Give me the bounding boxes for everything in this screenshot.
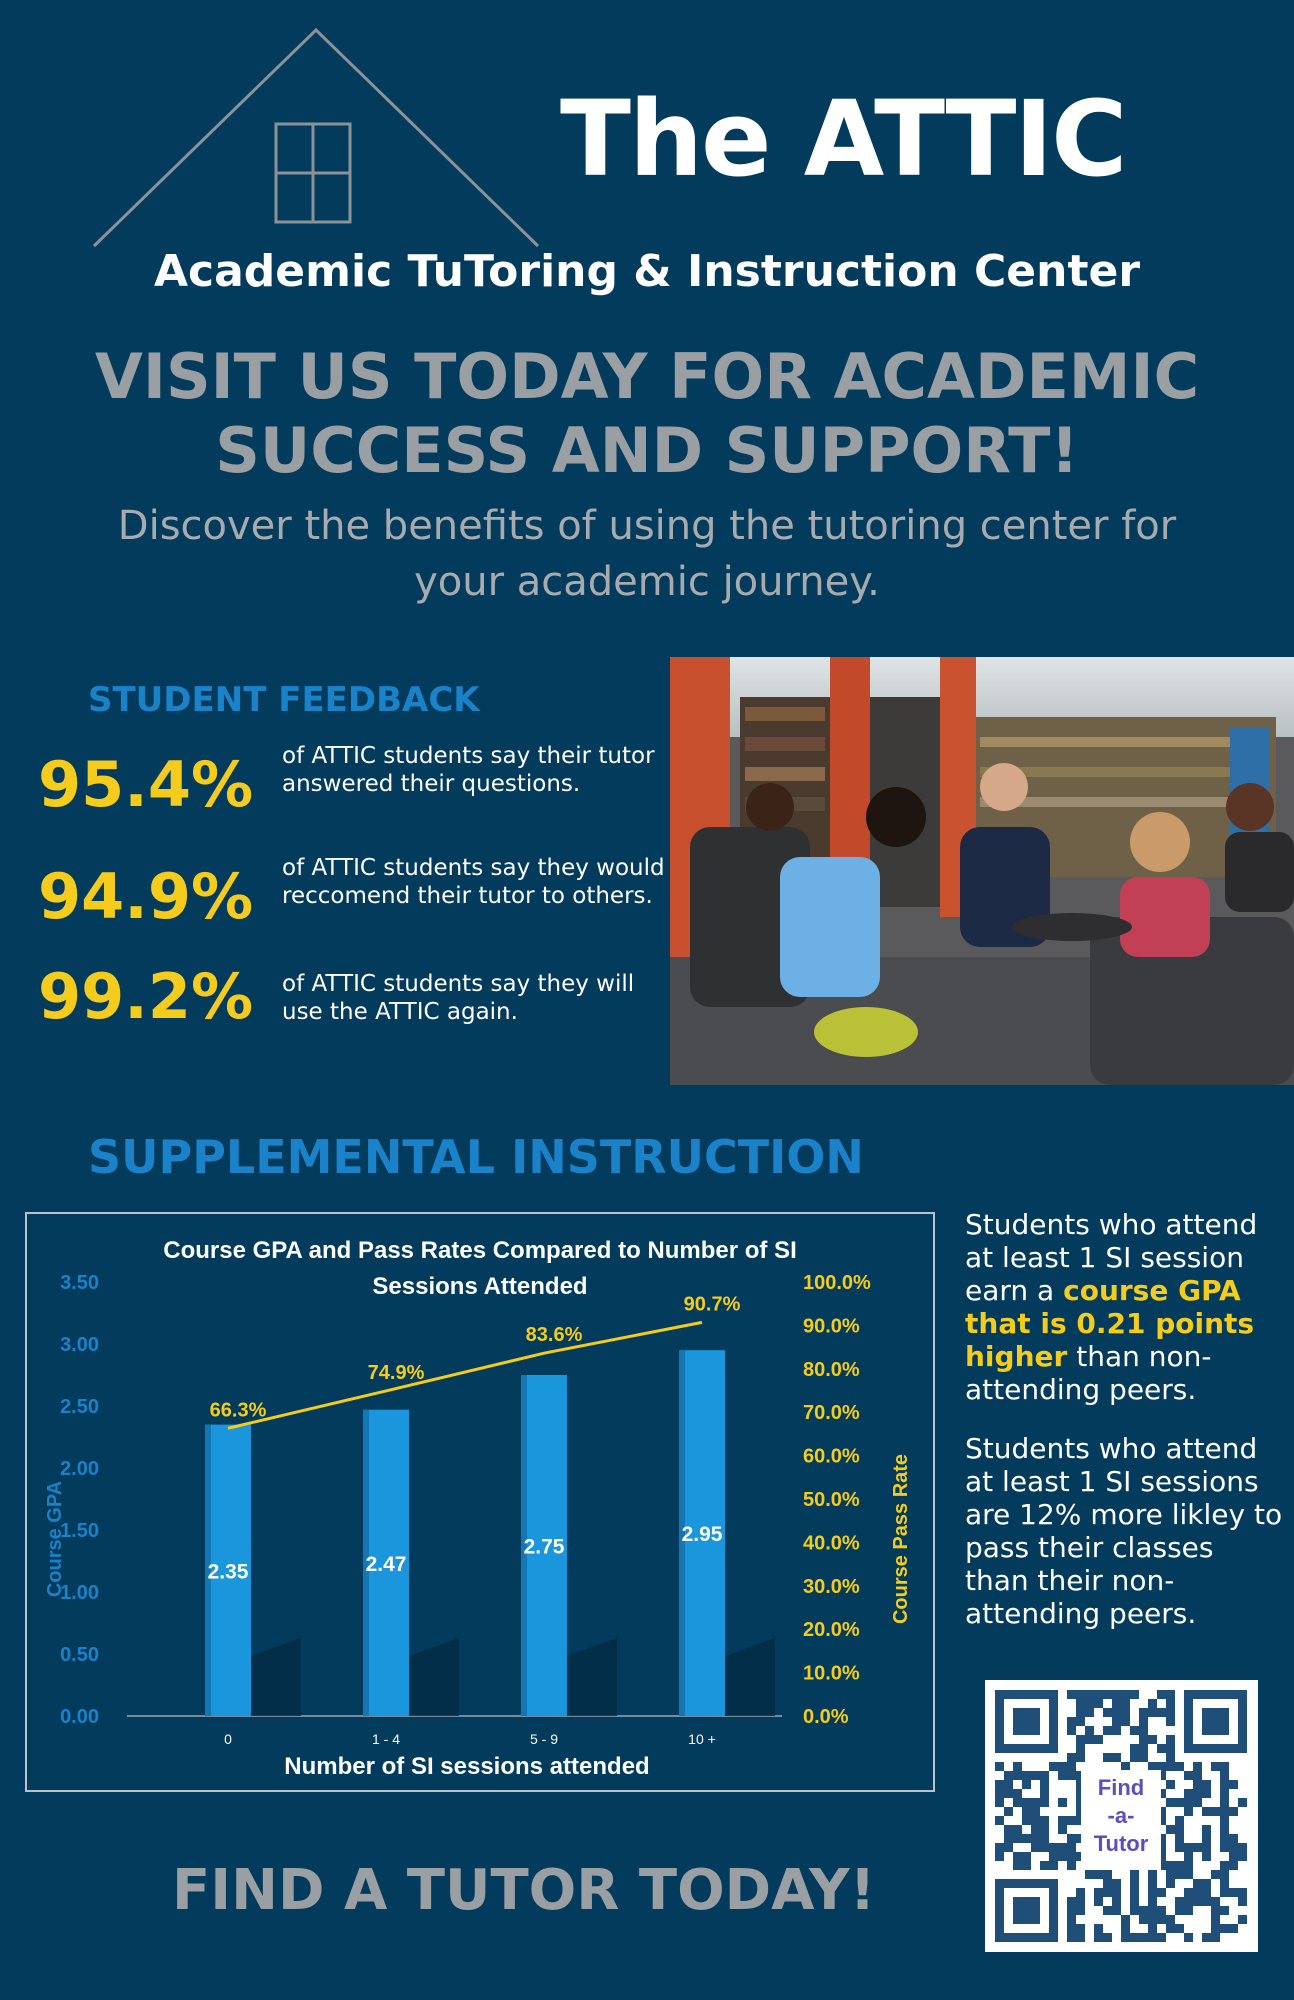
- bar: [679, 1350, 725, 1716]
- y2-axis-label: Course Pass Rate: [890, 1454, 912, 1624]
- find-tutor-cta: FIND A TUTOR TODAY!: [172, 1858, 876, 1923]
- feedback-percent: 95.4%: [38, 748, 254, 821]
- bar-data-label: 2.75: [524, 1536, 565, 1559]
- y-axis-label: Course GPA: [44, 1481, 66, 1597]
- student-feedback-title: STUDENT FEEDBACK: [88, 680, 480, 720]
- y-tick-label: 2.00: [60, 1458, 99, 1480]
- bar-edge: [205, 1424, 211, 1716]
- si-description: Students who attend at least 1 SI sessio…: [965, 1208, 1285, 1656]
- x-tick-label: 10 +: [688, 1731, 716, 1747]
- y-tick-label: 2.50: [60, 1396, 99, 1418]
- chart-title: Course GPA and Pass Rates Compared to Nu…: [163, 1237, 796, 1264]
- feedback-stat: 95.4% of ATTIC students say their tutor …: [38, 730, 658, 840]
- y2-tick-label: 50.0%: [803, 1489, 860, 1511]
- feedback-percent: 94.9%: [38, 860, 254, 933]
- y2-tick-label: 30.0%: [803, 1576, 860, 1598]
- bar-shadow: [409, 1638, 459, 1716]
- qr-label-line: -a-: [1107, 1803, 1135, 1828]
- si-highlight: course GPA that is 0.21 points higher: [965, 1274, 1255, 1373]
- si-chart: Course GPA and Pass Rates Compared to Nu…: [25, 1212, 935, 1792]
- students-library-photo: [670, 657, 1294, 1085]
- bar-shadow: [567, 1638, 617, 1716]
- si-pass-statement: Students who attend at least 1 SI sessio…: [965, 1432, 1283, 1630]
- y2-tick-label: 70.0%: [803, 1402, 860, 1424]
- intro-text: Discover the benefits of using the tutor…: [117, 503, 1177, 605]
- feedback-percent: 99.2%: [38, 960, 254, 1033]
- si-text-part: than non-attending peers.: [965, 1340, 1212, 1406]
- feedback-stat: 99.2% of ATTIC students say they will us…: [38, 942, 658, 1052]
- supplemental-instruction-title: SUPPLEMENTAL INSTRUCTION: [88, 1130, 864, 1184]
- y2-tick-label: 40.0%: [803, 1532, 860, 1554]
- bar-shadow: [251, 1638, 301, 1716]
- bar: [363, 1409, 409, 1716]
- bar-data-label: 2.35: [208, 1560, 249, 1583]
- qr-label-line: Tutor: [1093, 1831, 1149, 1856]
- feedback-text: of ATTIC students say their tutor answer…: [282, 743, 655, 797]
- headline: VISIT US TODAY FOR ACADEMIC SUCCESS AND …: [94, 340, 1200, 487]
- x-tick-label: 5 - 9: [530, 1731, 558, 1747]
- y2-tick-label: 100.0%: [803, 1272, 871, 1294]
- bar-edge: [363, 1409, 369, 1716]
- line-data-label: 66.3%: [210, 1399, 267, 1421]
- x-tick-label: 0: [224, 1731, 232, 1747]
- y-tick-label: 3.00: [60, 1334, 99, 1356]
- line-data-label: 83.6%: [526, 1324, 583, 1346]
- x-axis-label: Number of SI sessions attended: [284, 1753, 649, 1780]
- line-data-label: 90.7%: [684, 1293, 741, 1315]
- y-tick-label: 1.50: [60, 1520, 99, 1542]
- si-chart-svg: Course GPA and Pass Rates Compared to Nu…: [44, 1237, 912, 1780]
- feedback-text: of ATTIC students say they will use the …: [282, 971, 635, 1025]
- x-tick-label: 1 - 4: [372, 1731, 400, 1747]
- line-data-label: 74.9%: [368, 1362, 425, 1384]
- feedback-text: of ATTIC students say they would reccome…: [282, 855, 665, 909]
- feedback-stat: 94.9% of ATTIC students say they would r…: [38, 842, 665, 952]
- page-title: The ATTIC: [560, 78, 1127, 200]
- y2-tick-label: 90.0%: [803, 1315, 860, 1337]
- si-text-part: Students who attend at least 1 SI sessio…: [965, 1208, 1258, 1307]
- bar-edge: [521, 1375, 527, 1716]
- find-a-tutor-qr-code[interactable]: Find -a- Tutor: [985, 1680, 1258, 1952]
- chart-plot: 0.00 0.50 1.00 1.50 2.00 2.50 3.00 3.50 0.0% 10.0…: [60, 1272, 871, 1747]
- y2-tick-label: 80.0%: [803, 1359, 860, 1381]
- y-tick-label: 3.50: [60, 1272, 99, 1294]
- y2-tick-label: 20.0%: [803, 1619, 860, 1641]
- y2-tick-label: 60.0%: [803, 1446, 860, 1468]
- y-tick-label: 1.00: [60, 1582, 99, 1604]
- qr-label-line: Find: [1097, 1775, 1145, 1800]
- bar-shadow: [725, 1638, 775, 1716]
- chart-title: Sessions Attended: [372, 1273, 587, 1300]
- y-tick-label: 0.00: [60, 1706, 99, 1728]
- si-gpa-statement: Students who attend at least 1 SI sessio…: [965, 1208, 1285, 1406]
- bar-data-label: 2.95: [682, 1523, 723, 1546]
- bar-edge: [679, 1350, 685, 1716]
- y-tick-label: 0.50: [60, 1644, 99, 1666]
- bar: [205, 1424, 251, 1716]
- attic-roof-logo: [92, 28, 540, 248]
- page-subtitle: Academic TuToring & Instruction Center: [153, 246, 1141, 297]
- qr-label: Find -a- Tutor: [1081, 1770, 1161, 1870]
- pass-rate-line: [227, 1320, 703, 1430]
- y2-tick-label: 0.0%: [803, 1706, 849, 1728]
- y2-tick-label: 10.0%: [803, 1663, 860, 1685]
- bar: [521, 1375, 567, 1716]
- bar-data-label: 2.47: [366, 1553, 407, 1576]
